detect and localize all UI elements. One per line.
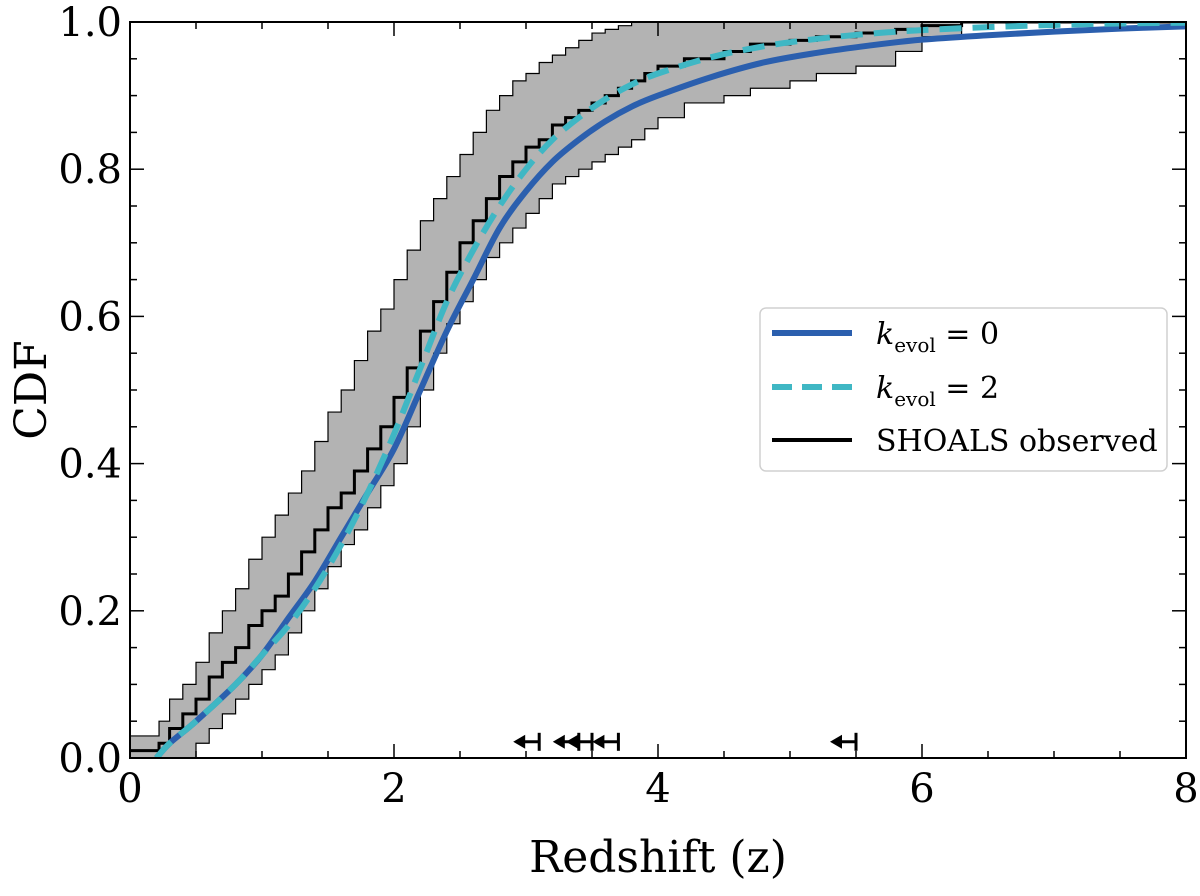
legend: kevol = 0 kevol = 2 SHOALS observed <box>759 307 1168 472</box>
x-tick-label: 4 <box>645 766 670 812</box>
legend-label-kevol-2: kevol = 2 <box>876 371 999 411</box>
axis-ticks <box>129 21 1187 759</box>
series-shoals-observed <box>130 22 1186 753</box>
x-tick-label: 2 <box>381 766 406 812</box>
legend-label-observed: SHOALS observed <box>876 424 1158 459</box>
upper-limit-marker-layer <box>513 732 858 751</box>
y-tick-label: 0.2 <box>58 589 122 635</box>
legend-label-kevol-0: kevol = 0 <box>876 317 999 357</box>
series-kevol-2 <box>154 22 1186 758</box>
x-axis-label: Redshift (z) <box>529 832 787 883</box>
upper-limit-marker <box>566 732 594 751</box>
x-tick-label: 6 <box>909 766 934 812</box>
series-layer <box>130 22 1186 758</box>
x-tick-label: 8 <box>1173 766 1198 812</box>
y-tick-label: 0.8 <box>58 147 122 193</box>
y-tick-label: 1.0 <box>58 0 122 46</box>
upper-limit-marker <box>830 732 858 751</box>
y-tick-label: 0.6 <box>58 294 122 340</box>
y-tick-label: 0.0 <box>58 736 122 782</box>
series-kevol-0 <box>154 23 1186 758</box>
axis-tick-labels: 0 2 4 6 8 0.0 0.2 0.4 0.6 0.8 1.0 <box>58 0 1198 812</box>
x-tick-label: 0 <box>117 766 142 812</box>
y-axis-label: CDF <box>6 340 57 439</box>
upper-limit-marker <box>592 732 620 751</box>
legend-box <box>759 307 1168 472</box>
y-tick-label: 0.4 <box>58 442 122 488</box>
upper-limit-marker <box>513 732 541 751</box>
